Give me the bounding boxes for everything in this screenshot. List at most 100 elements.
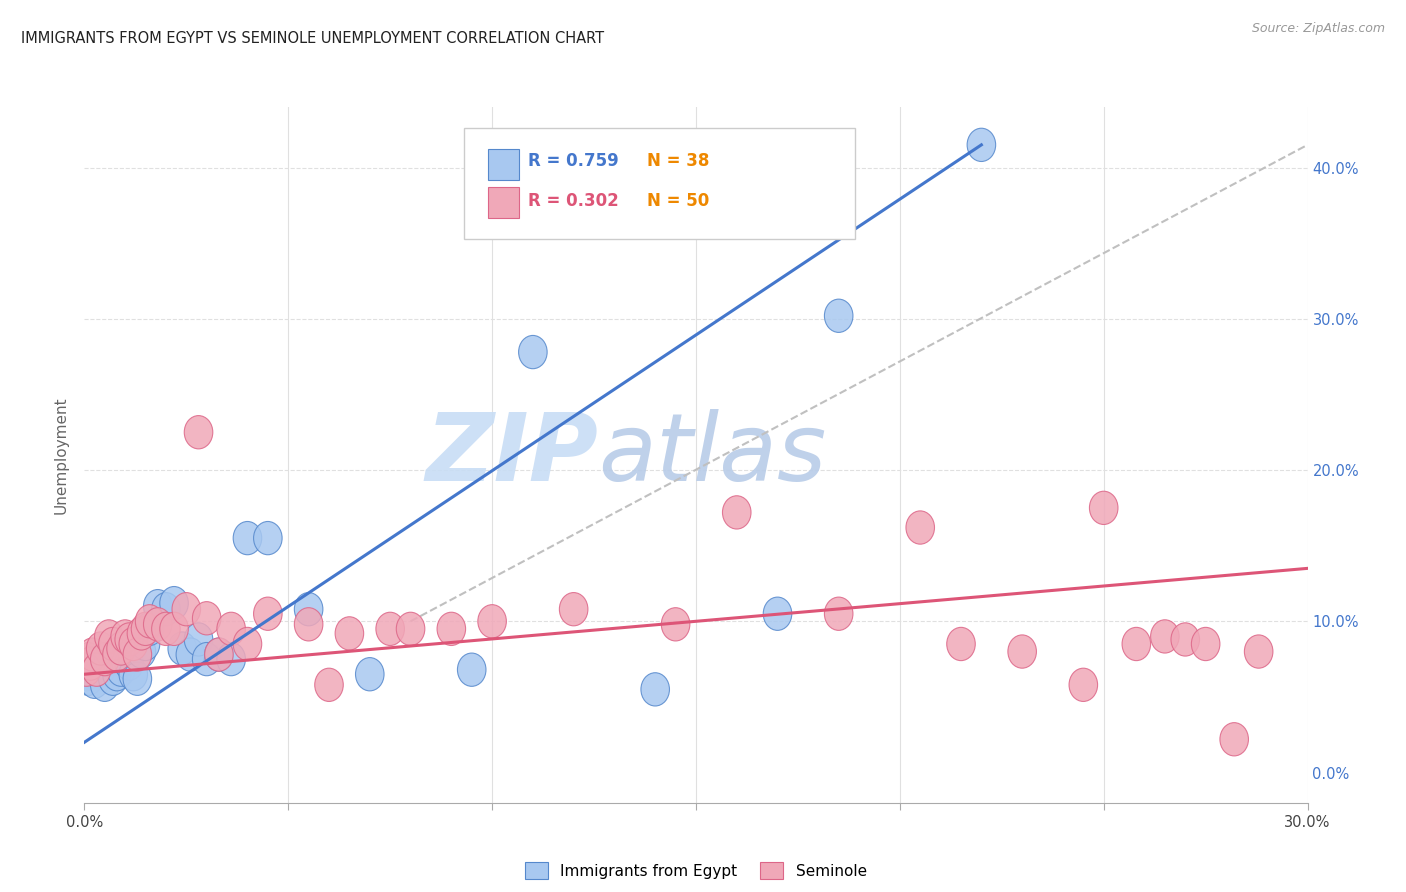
Ellipse shape xyxy=(1122,627,1150,661)
Ellipse shape xyxy=(1090,491,1118,524)
Ellipse shape xyxy=(160,587,188,620)
Ellipse shape xyxy=(193,642,221,676)
Ellipse shape xyxy=(115,623,143,657)
Ellipse shape xyxy=(167,632,197,665)
Ellipse shape xyxy=(294,592,323,626)
Ellipse shape xyxy=(763,597,792,631)
Ellipse shape xyxy=(1069,668,1098,701)
Text: N = 38: N = 38 xyxy=(647,153,710,170)
Ellipse shape xyxy=(217,612,246,646)
Ellipse shape xyxy=(131,627,160,661)
Ellipse shape xyxy=(396,612,425,646)
Text: R = 0.759: R = 0.759 xyxy=(529,153,619,170)
Ellipse shape xyxy=(193,601,221,635)
Ellipse shape xyxy=(124,638,152,671)
Ellipse shape xyxy=(315,668,343,701)
Ellipse shape xyxy=(80,665,108,698)
Ellipse shape xyxy=(103,657,131,691)
Ellipse shape xyxy=(115,647,143,681)
Ellipse shape xyxy=(176,638,205,671)
Text: ZIP: ZIP xyxy=(425,409,598,501)
Ellipse shape xyxy=(560,592,588,626)
Ellipse shape xyxy=(967,128,995,161)
Ellipse shape xyxy=(124,662,152,696)
Ellipse shape xyxy=(152,592,180,626)
Ellipse shape xyxy=(1171,623,1199,657)
Ellipse shape xyxy=(135,612,165,646)
Text: IMMIGRANTS FROM EGYPT VS SEMINOLE UNEMPLOYMENT CORRELATION CHART: IMMIGRANTS FROM EGYPT VS SEMINOLE UNEMPL… xyxy=(21,31,605,46)
Legend: Immigrants from Egypt, Seminole: Immigrants from Egypt, Seminole xyxy=(519,855,873,886)
Ellipse shape xyxy=(519,335,547,368)
Ellipse shape xyxy=(641,673,669,706)
FancyBboxPatch shape xyxy=(464,128,855,239)
Ellipse shape xyxy=(90,642,120,676)
Ellipse shape xyxy=(98,627,127,661)
Ellipse shape xyxy=(356,657,384,691)
Ellipse shape xyxy=(946,627,976,661)
Ellipse shape xyxy=(143,607,172,641)
Ellipse shape xyxy=(76,647,105,681)
Ellipse shape xyxy=(824,597,853,631)
Ellipse shape xyxy=(478,605,506,638)
Ellipse shape xyxy=(120,627,148,661)
Ellipse shape xyxy=(83,653,111,686)
Text: N = 50: N = 50 xyxy=(647,192,709,210)
Ellipse shape xyxy=(94,620,124,653)
Text: Source: ZipAtlas.com: Source: ZipAtlas.com xyxy=(1251,22,1385,36)
Ellipse shape xyxy=(111,620,139,653)
FancyBboxPatch shape xyxy=(488,187,519,219)
Ellipse shape xyxy=(1008,635,1036,668)
Ellipse shape xyxy=(184,623,212,657)
Ellipse shape xyxy=(723,496,751,529)
Ellipse shape xyxy=(205,638,233,671)
Ellipse shape xyxy=(661,607,690,641)
Ellipse shape xyxy=(1244,635,1272,668)
Ellipse shape xyxy=(294,607,323,641)
Ellipse shape xyxy=(103,638,131,671)
Ellipse shape xyxy=(94,642,124,676)
Ellipse shape xyxy=(143,590,172,623)
Ellipse shape xyxy=(98,662,127,696)
Ellipse shape xyxy=(127,635,156,668)
Ellipse shape xyxy=(1150,620,1180,653)
Ellipse shape xyxy=(184,416,212,449)
Ellipse shape xyxy=(75,662,103,696)
Ellipse shape xyxy=(172,592,201,626)
Ellipse shape xyxy=(457,653,486,686)
FancyBboxPatch shape xyxy=(488,149,519,180)
Ellipse shape xyxy=(79,650,107,683)
Ellipse shape xyxy=(1220,723,1249,756)
Ellipse shape xyxy=(131,612,160,646)
Ellipse shape xyxy=(72,657,101,691)
Ellipse shape xyxy=(83,647,111,681)
Ellipse shape xyxy=(233,522,262,555)
Ellipse shape xyxy=(90,668,120,701)
Ellipse shape xyxy=(120,657,148,691)
Ellipse shape xyxy=(107,632,135,665)
Ellipse shape xyxy=(76,653,105,686)
Ellipse shape xyxy=(86,632,115,665)
Ellipse shape xyxy=(160,612,188,646)
Ellipse shape xyxy=(111,642,139,676)
Ellipse shape xyxy=(824,299,853,333)
Ellipse shape xyxy=(375,612,405,646)
Ellipse shape xyxy=(107,653,135,686)
Ellipse shape xyxy=(86,653,115,686)
Ellipse shape xyxy=(75,642,103,676)
Ellipse shape xyxy=(127,616,156,650)
Ellipse shape xyxy=(79,638,107,671)
Ellipse shape xyxy=(905,511,935,544)
Ellipse shape xyxy=(437,612,465,646)
Ellipse shape xyxy=(233,627,262,661)
Ellipse shape xyxy=(1191,627,1220,661)
Ellipse shape xyxy=(253,597,283,631)
Ellipse shape xyxy=(135,605,165,638)
Ellipse shape xyxy=(205,638,233,671)
Ellipse shape xyxy=(253,522,283,555)
Text: atlas: atlas xyxy=(598,409,827,500)
Ellipse shape xyxy=(335,616,364,650)
Ellipse shape xyxy=(72,653,101,686)
Ellipse shape xyxy=(217,642,246,676)
Text: R = 0.302: R = 0.302 xyxy=(529,192,619,210)
Ellipse shape xyxy=(152,612,180,646)
